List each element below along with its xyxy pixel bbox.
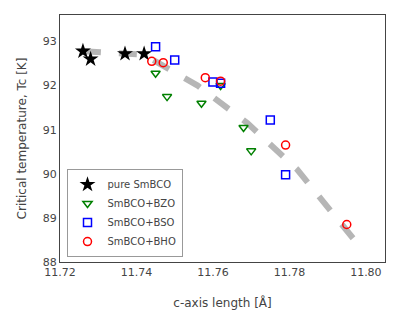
svg-text:11.76: 11.76 (197, 266, 229, 279)
svg-text:93: 93 (43, 35, 57, 48)
svg-text:11.78: 11.78 (274, 266, 306, 279)
svg-text:SmBCO+BSO: SmBCO+BSO (108, 217, 175, 228)
svg-text:11.74: 11.74 (121, 266, 153, 279)
svg-text:11.80: 11.80 (350, 266, 382, 279)
svg-text:88: 88 (43, 256, 57, 269)
svg-text:pure SmBCO: pure SmBCO (108, 179, 172, 190)
svg-text:SmBCO+BZO: SmBCO+BZO (108, 198, 176, 209)
svg-text:89: 89 (43, 212, 57, 225)
svg-text:SmBCO+BHO: SmBCO+BHO (108, 236, 176, 247)
svg-text:11.72: 11.72 (44, 266, 76, 279)
svg-text:92: 92 (43, 79, 57, 92)
svg-text:Critical temperature, Tc [K]: Critical temperature, Tc [K] (15, 58, 29, 220)
svg-text:c-axis length [Å]: c-axis length [Å] (173, 295, 271, 310)
svg-text:91: 91 (43, 124, 57, 137)
svg-text:90: 90 (43, 168, 57, 181)
